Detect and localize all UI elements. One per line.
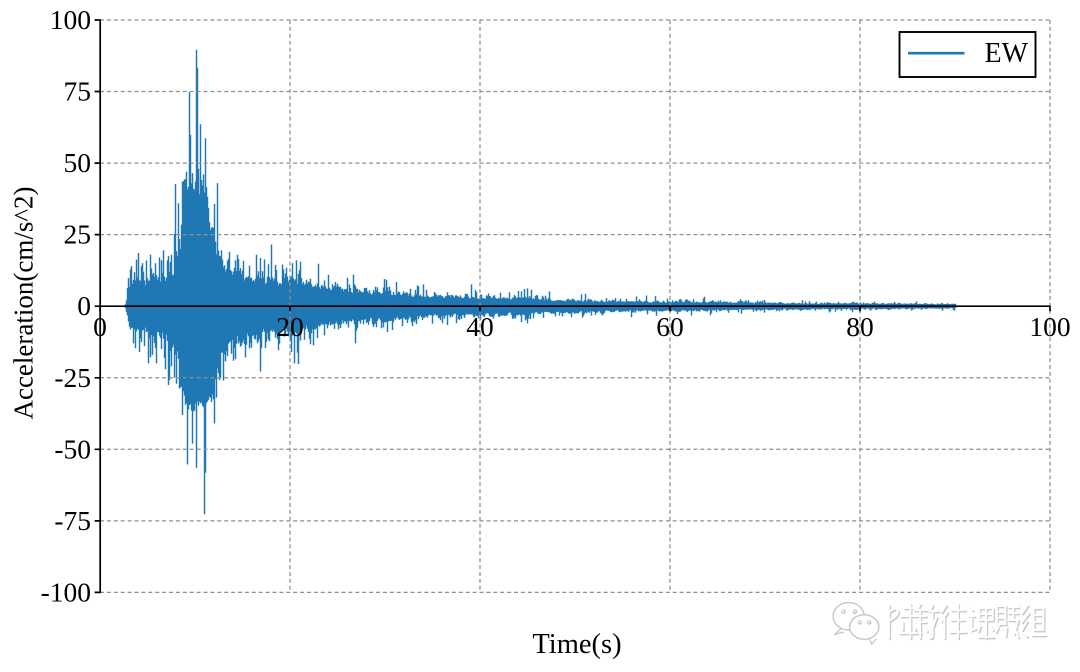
svg-text:-75: -75 (54, 505, 91, 536)
svg-text:100: 100 (50, 4, 91, 35)
svg-text:50: 50 (64, 147, 92, 178)
svg-text:0: 0 (77, 290, 91, 321)
svg-text:Time(s): Time(s) (532, 629, 621, 660)
svg-text:100: 100 (1029, 311, 1070, 342)
svg-text:60: 60 (656, 311, 684, 342)
svg-text:75: 75 (64, 76, 92, 107)
svg-text:-25: -25 (54, 362, 91, 393)
svg-text:20: 20 (276, 311, 304, 342)
svg-text:40: 40 (466, 311, 494, 342)
svg-text:-50: -50 (54, 433, 91, 464)
svg-text:Acceleration(cm/s^2): Acceleration(cm/s^2) (9, 186, 39, 419)
svg-text:EW: EW (985, 38, 1029, 69)
svg-text:0: 0 (93, 311, 107, 342)
svg-text:80: 80 (846, 311, 874, 342)
svg-text:-100: -100 (41, 576, 91, 607)
svg-text:25: 25 (64, 219, 92, 250)
